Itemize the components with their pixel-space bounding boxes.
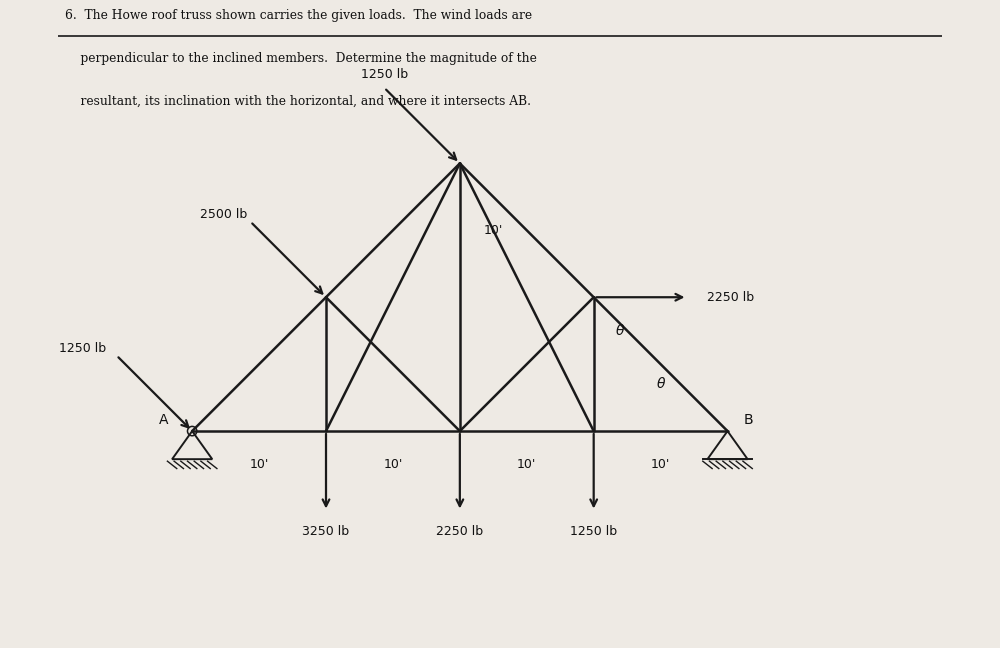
Text: resultant, its inclination with the horizontal, and where it intersects AB.: resultant, its inclination with the hori… — [65, 95, 531, 108]
Text: θ: θ — [656, 377, 665, 391]
Text: 10': 10' — [651, 458, 670, 471]
Text: 1250 lb: 1250 lb — [570, 525, 617, 538]
Text: 10': 10' — [249, 458, 269, 471]
Text: 2250 lb: 2250 lb — [436, 525, 483, 538]
Text: 10': 10' — [484, 224, 503, 237]
Text: A: A — [159, 413, 168, 428]
Text: θ: θ — [616, 324, 625, 338]
Text: 3250 lb: 3250 lb — [302, 525, 350, 538]
Text: 10': 10' — [383, 458, 403, 471]
Text: 1250 lb: 1250 lb — [361, 68, 408, 81]
Text: 2250 lb: 2250 lb — [707, 291, 755, 304]
Text: 10': 10' — [517, 458, 536, 471]
Text: 1250 lb: 1250 lb — [59, 342, 107, 355]
Text: 6.  The Howe roof truss shown carries the given loads.  The wind loads are: 6. The Howe roof truss shown carries the… — [65, 10, 532, 23]
Text: B: B — [744, 413, 753, 428]
Text: 2500 lb: 2500 lb — [200, 208, 247, 222]
Text: perpendicular to the inclined members.  Determine the magnitude of the: perpendicular to the inclined members. D… — [65, 52, 537, 65]
